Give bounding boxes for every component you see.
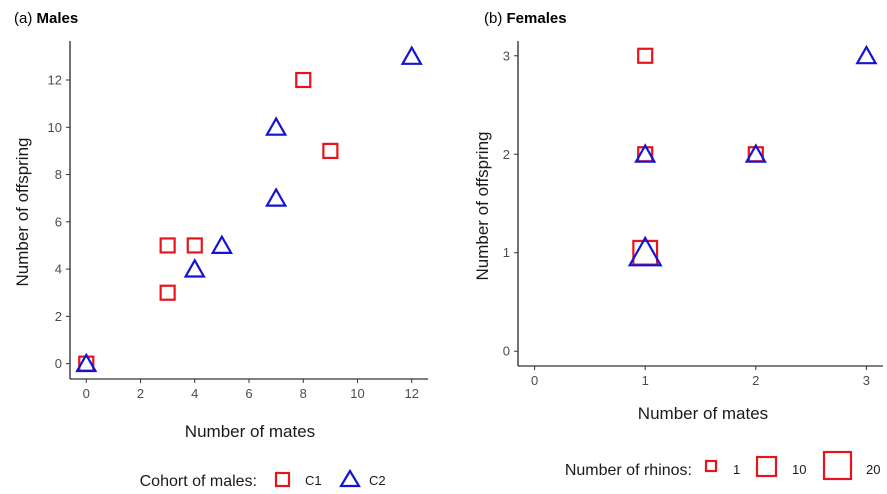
- x-tick-label: 6: [245, 386, 252, 401]
- legend-cohort-title: Cohort of males:: [140, 473, 257, 490]
- legend-c2-triangle-icon: [339, 468, 361, 488]
- y-tick-label: 0: [503, 344, 510, 359]
- data-point-triangle-c2: [400, 45, 423, 65]
- legend-size-20-label: 20: [866, 462, 880, 477]
- panel-a-y-axis-title: Number of offspring: [13, 138, 32, 287]
- y-tick-label: 0: [55, 356, 62, 371]
- data-point-triangle-c2: [265, 116, 288, 136]
- legend-c1-label: C1: [305, 473, 322, 488]
- data-point-triangle-c2: [210, 234, 233, 254]
- x-tick-label: 1: [642, 373, 649, 388]
- x-tick-label: 10: [350, 386, 364, 401]
- panel-b-x-axis-title: Number of mates: [638, 404, 768, 423]
- data-point-square-c1: [159, 284, 176, 301]
- y-tick-label: 3: [503, 48, 510, 63]
- legend-c2-label: C2: [369, 473, 386, 488]
- x-tick-label: 4: [191, 386, 198, 401]
- data-point-square-c1: [295, 71, 312, 89]
- data-point-triangle-c2: [634, 143, 657, 163]
- legend-size-10-label: 10: [792, 462, 806, 477]
- data-point-triangle-c2: [183, 258, 206, 278]
- y-tick-label: 2: [503, 147, 510, 162]
- data-point-triangle-c2: [627, 235, 663, 267]
- data-point-triangle-c2: [265, 187, 288, 207]
- x-tick-label: 2: [137, 386, 144, 401]
- data-point-square-c1: [637, 47, 654, 64]
- panel-a: 0 2 4 6 8 10 12 0 2 4 6 8 10 12: [48, 41, 428, 401]
- y-tick-label: 6: [55, 214, 62, 229]
- data-point-square-c1: [159, 237, 176, 254]
- panel-b: 0 1 2 3 0 1 2 3: [503, 41, 883, 388]
- y-tick-label: 1: [503, 245, 510, 260]
- panel-b-y-axis-title: Number of offspring: [473, 132, 492, 281]
- x-tick-label: 3: [863, 373, 870, 388]
- panel-a-tag: (a): [14, 10, 32, 27]
- data-point-triangle-c2: [744, 143, 767, 163]
- y-tick-label: 4: [55, 262, 62, 277]
- x-tick-label: 0: [531, 373, 538, 388]
- legend-rhinos-title: Number of rhinos:: [565, 462, 692, 479]
- legend-size-1-square-icon: [704, 459, 718, 473]
- y-tick-label: 10: [48, 120, 62, 135]
- y-tick-label: 8: [55, 167, 62, 182]
- data-point-triangle-c2: [855, 44, 878, 65]
- legend-size-20-square-icon: [822, 450, 853, 481]
- panel-b-title: (b) Females: [484, 10, 567, 27]
- panel-b-tag: (b): [484, 10, 502, 27]
- data-point-triangle-c2: [75, 352, 98, 373]
- legend-size-1-label: 1: [733, 462, 740, 477]
- legend-size-10-square-icon: [755, 455, 778, 478]
- data-point-square-c1: [322, 142, 339, 160]
- legend-c1-square-icon: [274, 471, 291, 488]
- legend-rhinos: Number of rhinos: 1 10 20: [565, 450, 880, 481]
- panel-b-name: Females: [507, 10, 567, 27]
- x-tick-label: 8: [300, 386, 307, 401]
- legend-cohort: Cohort of males: C1 C2: [140, 468, 386, 490]
- panel-a-title: (a) Males: [14, 10, 78, 27]
- x-tick-label: 0: [83, 386, 90, 401]
- panel-a-name: Males: [37, 10, 79, 27]
- y-tick-label: 2: [55, 309, 62, 324]
- data-point-square-c1: [186, 237, 203, 254]
- x-tick-label: 2: [752, 373, 759, 388]
- x-tick-label: 12: [404, 386, 418, 401]
- panel-a-x-axis-title: Number of mates: [185, 422, 315, 441]
- y-tick-label: 12: [48, 73, 62, 88]
